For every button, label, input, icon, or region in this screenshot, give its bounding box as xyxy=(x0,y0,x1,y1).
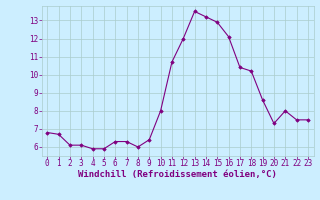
X-axis label: Windchill (Refroidissement éolien,°C): Windchill (Refroidissement éolien,°C) xyxy=(78,170,277,179)
